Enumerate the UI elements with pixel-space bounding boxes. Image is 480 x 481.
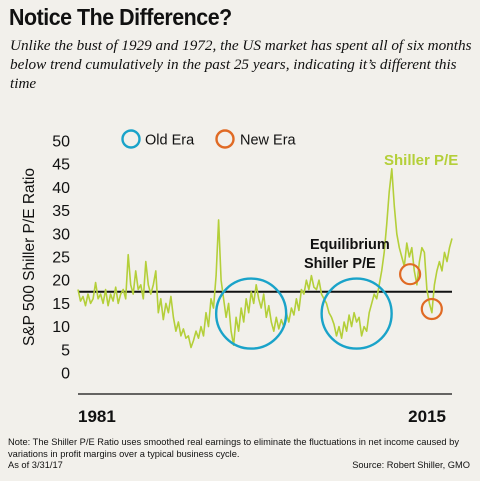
old-era-circle [214, 277, 288, 350]
y-tick-label: 40 [52, 180, 70, 197]
y-tick-label: 20 [52, 273, 70, 290]
series-line-shiller-pe [77, 168, 453, 349]
old-era-circle [320, 277, 393, 350]
as-of-date: As of 3/31/17 [8, 460, 63, 470]
source-credit: Source: Robert Shiller, GMO [352, 460, 470, 470]
legend-new-era-label: New Era [240, 133, 297, 149]
equilibrium-label: Equilibrium [310, 237, 390, 253]
y-tick-label: 25 [52, 250, 70, 267]
y-tick-label: 50 [52, 134, 70, 151]
chart-title: Notice The Difference? [9, 4, 232, 30]
y-tick-label: 10 [52, 319, 70, 336]
y-tick-label: 35 [52, 203, 70, 220]
y-tick-label: 5 [61, 342, 70, 359]
series-name-label: Shiller P/E [384, 152, 458, 169]
legend-old-era-marker [121, 129, 141, 149]
new-era-circle [420, 297, 443, 321]
footnote: Note: The Shiller P/E Ratio uses smoothe… [8, 437, 459, 459]
chart-subtitle: Unlike the bust of 1929 and 1972, the US… [10, 37, 472, 92]
x-tick-label: 2015 [408, 407, 446, 426]
new-era-circle [399, 263, 422, 286]
equilibrium-label: Shiller P/E [304, 256, 376, 272]
y-tick-label: 45 [52, 157, 70, 174]
x-tick-label: 1981 [78, 407, 116, 426]
y-axis-label: S&P 500 Shiller P/E Ratio [21, 168, 38, 346]
legend-new-era-marker [215, 129, 235, 149]
y-tick-label: 0 [61, 366, 70, 383]
legend-old-era-label: Old Era [145, 133, 195, 149]
y-tick-label: 30 [52, 226, 70, 243]
y-tick-label: 15 [52, 296, 70, 313]
